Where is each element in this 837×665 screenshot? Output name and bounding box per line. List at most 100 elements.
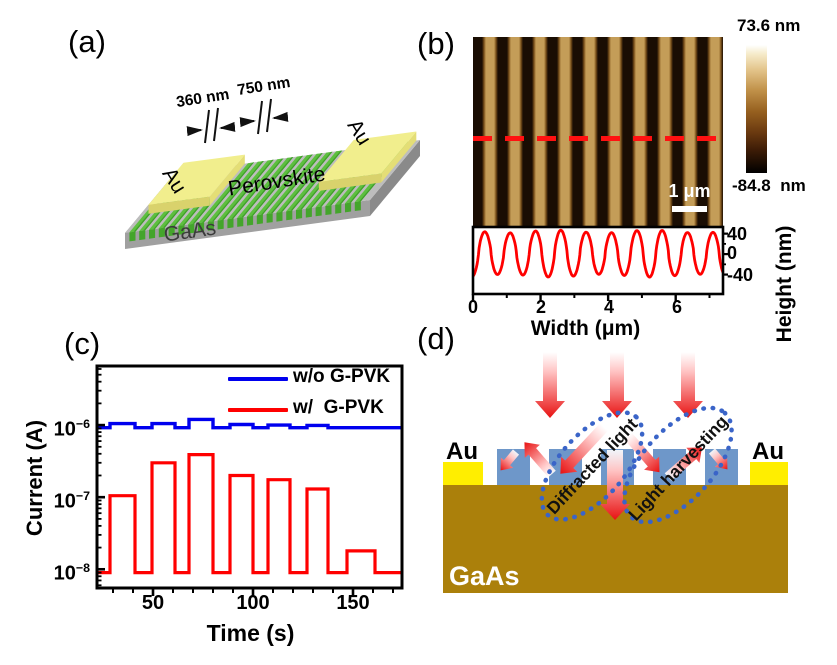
panel-c-letter: (c) (64, 326, 101, 361)
au-pad-top-face (318, 131, 417, 182)
grating-stripe-end (345, 202, 352, 213)
height-profile-curve (471, 228, 725, 279)
grating-stripe-end (207, 221, 214, 231)
dimension-mark (204, 109, 210, 144)
b-xaxis-label: Width (μm) (530, 317, 641, 340)
au-pad-right-face (209, 154, 245, 206)
grating-stripe-shade (221, 159, 274, 220)
grating-stripe-shade (241, 157, 294, 218)
scatter-arrow (500, 449, 520, 471)
scale-bar-label: 1 μm (668, 181, 711, 201)
device-3d-geometry (125, 98, 420, 249)
grating-stripe-end (296, 209, 303, 219)
c-yaxis-label: Current (A) (22, 419, 47, 537)
grating-stripe-end (256, 214, 263, 225)
dimension-mark (213, 107, 219, 142)
grating-stripe-end (266, 213, 273, 223)
scale-bar (672, 206, 707, 212)
b-xtick-2: 2 (535, 297, 546, 317)
harvest-up-arrow (664, 447, 702, 481)
c-ytick-1e-8-base: 10 (53, 562, 76, 585)
profile-frame (471, 225, 725, 296)
c-frame (95, 364, 404, 590)
dimension-mark (239, 117, 256, 128)
c-ytick-1e-8: 10−8 (28, 555, 90, 587)
legend-line-w-gpvk (228, 408, 288, 412)
c-ytick-1e-7-exp: −7 (75, 489, 90, 503)
legend-label-w-gpvk: w/ G-PVK (293, 397, 384, 418)
grating-stripe-end (129, 231, 136, 242)
c-ytick-1e-7-base: 10 (53, 490, 76, 513)
grating-stripe-end (158, 227, 165, 238)
colorbar-min-label: -84.8 nm (732, 176, 806, 195)
device-schematic: Au Perovskite Au GaAs 360 nm 750 nm (125, 74, 420, 249)
grating-stripe-end (168, 226, 175, 237)
grating-stripe-end (325, 205, 332, 215)
w-gpvk-curve (97, 453, 402, 575)
afm-image (473, 37, 723, 227)
wo-gpvk-curve (97, 417, 402, 430)
b-xtick-0: 0 (467, 297, 478, 317)
panel-b-letter: (b) (417, 26, 455, 61)
grating-stripe-end (188, 223, 195, 234)
c-xtick-100: 100 (236, 592, 270, 614)
b-ytick-m40: -40 (727, 265, 754, 285)
au-pad-top-face (148, 154, 245, 205)
c-ytick-1e-6-exp: −6 (75, 417, 90, 431)
au-pad-front-face (148, 196, 210, 214)
grating-stripe-end (227, 218, 234, 229)
grating-stripe-shade (290, 150, 343, 211)
c-xtick-150: 150 (336, 592, 370, 614)
grating-stripe-shade (280, 151, 333, 212)
grating-stripe-shade (251, 155, 304, 216)
afm-cut-dashed-line (473, 136, 723, 141)
diffracted-down-arrow (560, 423, 609, 474)
grating-stripe-end (305, 207, 312, 218)
grating-stripe-end (315, 206, 322, 217)
b-ytick-0: 0 (727, 243, 738, 263)
grating-stripe-shade (202, 162, 255, 223)
c-xaxis-label: Time (s) (206, 620, 295, 646)
dimension-mark (272, 111, 289, 122)
panel-a-letter: (a) (68, 24, 106, 59)
dimension-mark (186, 126, 203, 137)
height-profile-chart (471, 225, 728, 301)
d-au-right-label: Au (752, 438, 784, 465)
light-harvesting-schematic: Au Au GaAs Diffracted light Light harves… (443, 352, 788, 593)
d-au-left-label: Au (446, 438, 478, 465)
grating-stripe-end (198, 222, 205, 233)
grating-stripe-shade (270, 153, 323, 214)
grating-stripe-end (247, 215, 254, 226)
dimension-750nm-label: 750 nm (236, 74, 291, 99)
incident-light-arrow (602, 352, 632, 418)
current-time-chart (95, 364, 404, 596)
au-contact-left (443, 462, 483, 485)
grating-stripe-shade (231, 158, 284, 219)
diffracted-up-arrow (524, 442, 556, 478)
grating-stripe-end (149, 228, 156, 239)
dimension-mark (219, 121, 236, 132)
annotation-ellipse (539, 410, 645, 522)
annotation-ellipse (622, 405, 734, 525)
grating-stripe-end (178, 225, 185, 235)
c-xtick-50: 50 (141, 592, 165, 614)
b-xtick-4: 4 (603, 297, 614, 317)
grating-stripe-end (139, 230, 146, 241)
au-pad-right-face (381, 131, 417, 183)
grating-stripe-end (237, 217, 244, 227)
c-ytick-1e-6: 10−6 (28, 411, 90, 443)
schematic-geometry (443, 352, 788, 593)
grating-stripe-end (354, 201, 361, 211)
grating-stripe-end (217, 219, 224, 230)
legend-line-wo-gpvk (228, 377, 288, 381)
substrate-right-face (370, 140, 420, 216)
b-ytick-40: 40 (727, 224, 748, 244)
grating-stripe-end (286, 210, 293, 221)
au-pad-front-face (318, 173, 382, 191)
dimension-360nm-label: 360 nm (175, 86, 230, 111)
dimension-mark (266, 98, 272, 133)
grating-stripe-end (335, 203, 342, 214)
grating-stripe-shade (261, 154, 313, 215)
d-gaas-label: GaAs (449, 561, 520, 591)
b-xtick-6: 6 (671, 297, 682, 317)
